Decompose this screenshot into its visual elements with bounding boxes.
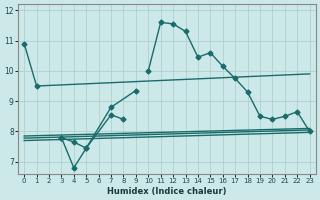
X-axis label: Humidex (Indice chaleur): Humidex (Indice chaleur) bbox=[107, 187, 227, 196]
